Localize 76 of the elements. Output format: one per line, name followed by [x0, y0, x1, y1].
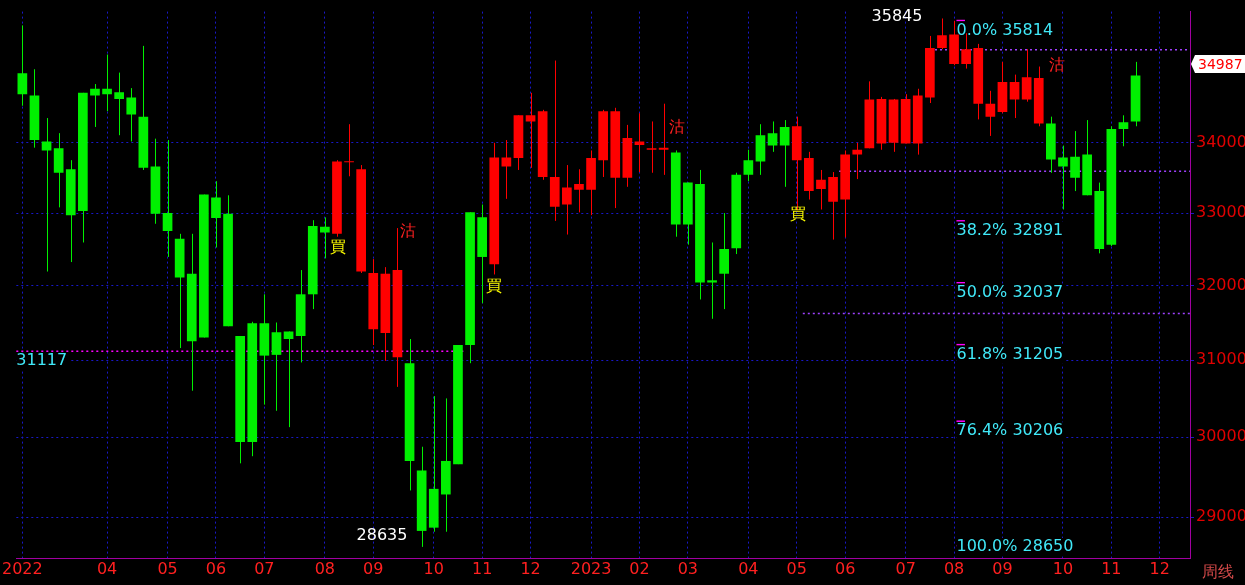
candlestick: [562, 164, 572, 236]
x-tick-label: 06: [205, 558, 227, 578]
x-tick-label: 07: [895, 558, 916, 578]
candlestick: [283, 331, 294, 428]
x-tick-label: 08: [314, 558, 336, 578]
candlestick: [525, 92, 536, 169]
text: 34987: [1198, 55, 1243, 72]
annotation: 28635: [356, 525, 408, 545]
ref-line-label: 100.0% 28650: [956, 536, 1074, 556]
annotation: 35845: [871, 6, 923, 26]
y-tick-label: 33000: [1196, 202, 1245, 222]
x-tick-label: 02: [629, 558, 650, 578]
y-tick-label: 31000: [1196, 349, 1245, 369]
x-tick-label: 11: [471, 558, 493, 578]
candlestick: [501, 139, 512, 200]
text: 周线: [1201, 562, 1234, 582]
candlestick: [743, 149, 754, 182]
x-tick-label: 04: [96, 558, 118, 578]
y-tick-label: 32000: [1196, 274, 1245, 294]
annotation: 沽: [1049, 55, 1065, 75]
ref-line-label: 61.8% 31205: [956, 343, 1064, 363]
candlestick: [1070, 130, 1080, 192]
candlestick: [114, 72, 124, 136]
x-tick-label: 06: [834, 558, 856, 578]
ref-line-label: 50.0% 32037: [956, 281, 1064, 301]
candlestick: [17, 24, 28, 107]
candlestick: [126, 87, 137, 142]
candlestick: [1021, 48, 1032, 103]
candlestick: [779, 119, 790, 188]
candlestick: [102, 54, 112, 112]
x-tick-label: 12: [520, 558, 541, 578]
x-tick-label: 12: [1149, 558, 1170, 578]
x-tick-label: 08: [943, 558, 965, 578]
candlestick: [646, 120, 657, 174]
ref-line-label: 0.0% 35814: [956, 19, 1054, 39]
candlestick: [852, 142, 863, 180]
candlestick: [816, 169, 826, 210]
ref-line-label: 76.4% 30206: [956, 420, 1064, 440]
candlestick: [707, 241, 717, 320]
y-tick-label: 34000: [1196, 131, 1245, 151]
candlestick: [1058, 145, 1068, 210]
x-tick-label: 03: [677, 558, 699, 578]
candlestick: [90, 83, 100, 128]
annotation: 沽: [400, 221, 416, 241]
ref-line-label: 31117: [16, 350, 68, 370]
x-tick-label: 04: [738, 558, 759, 578]
candlestick: [1009, 74, 1020, 119]
y-tick-label: 29000: [1196, 506, 1245, 526]
x-tick-label: 09: [992, 558, 1013, 578]
candlestick: [574, 168, 584, 213]
candlestick: [162, 139, 173, 258]
x-tick-label: 09: [363, 558, 384, 578]
candlestick: [767, 120, 778, 153]
candlestick: [937, 17, 947, 50]
candlestick: [634, 112, 645, 173]
x-tick-label: 07: [254, 558, 275, 578]
x-tick-label: 05: [786, 558, 807, 578]
candlestick: [41, 117, 52, 273]
x-tick-label: 2022: [2, 558, 43, 578]
candlestick: [211, 180, 221, 249]
annotation: 買: [790, 204, 806, 224]
candlestick: [658, 103, 669, 176]
x-tick-label: 05: [157, 558, 178, 578]
candlestick: [1118, 114, 1129, 147]
y-tick-label: 30000: [1196, 426, 1245, 446]
candlestick: [344, 123, 354, 177]
ref-line-label: 38.2% 32891: [956, 220, 1064, 239]
x-tick-label: 2023: [570, 558, 612, 578]
candlestick: [985, 90, 996, 137]
x-tick-label: 11: [1101, 558, 1122, 578]
candlestick: [271, 322, 282, 412]
annotation: 買: [486, 276, 502, 296]
annotation: 買: [330, 237, 346, 257]
x-tick-label: 10: [423, 558, 444, 578]
x-tick-label: 10: [1052, 558, 1074, 578]
annotation: 沽: [669, 117, 685, 137]
